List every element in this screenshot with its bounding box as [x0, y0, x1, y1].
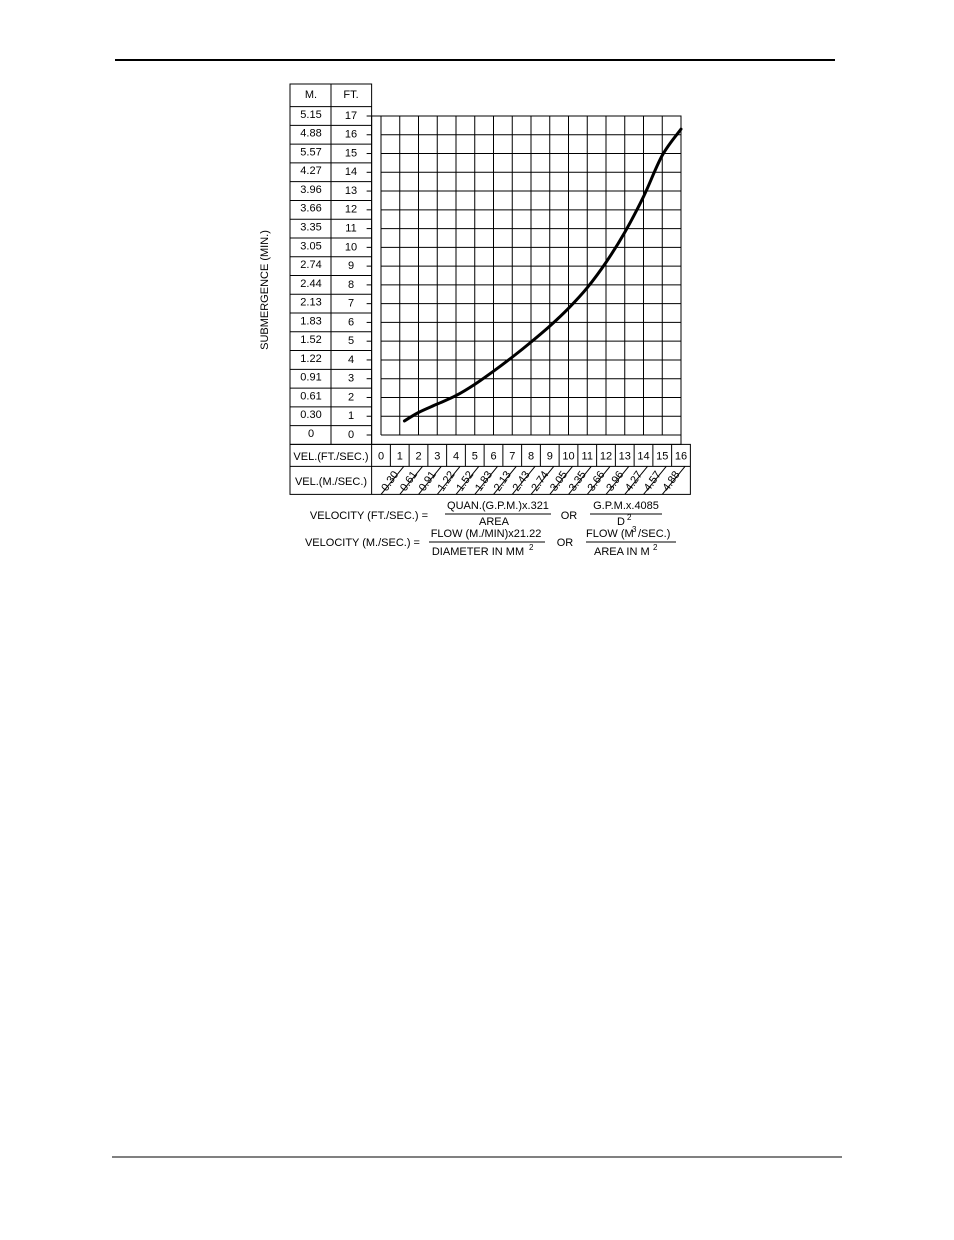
- x-tick-label: 12: [600, 450, 612, 462]
- x-m-diagonal: [511, 466, 536, 495]
- y-tick-label: 3: [348, 373, 354, 385]
- formula-m: VELOCITY (M./SEC.) = FLOW (M./MIN)x21.22…: [305, 525, 676, 558]
- y-axis-label: SUBMERGENCE (MIN.): [259, 230, 271, 350]
- x-m-diagonal: [586, 466, 611, 495]
- x-m-diagonal: [530, 466, 555, 495]
- formula-or: OR: [561, 510, 578, 522]
- m-label: 1.22: [300, 353, 321, 365]
- m-label: 3.05: [300, 240, 321, 252]
- y-tick-label: 5: [348, 335, 354, 347]
- formula-superscript: 2: [529, 543, 534, 552]
- y-tick-label: 10: [345, 241, 357, 253]
- x-m-diagonal: [493, 466, 517, 495]
- formula-numerator: QUAN.(G.P.M.)x.321: [447, 500, 549, 512]
- x-m-diagonal: [418, 466, 442, 495]
- formula-numerator: G.P.M.x.4085: [593, 500, 659, 512]
- formula-denominator: AREA IN M: [594, 546, 650, 558]
- x-tick-label: 14: [637, 450, 649, 462]
- x-tick-label: 6: [490, 450, 496, 462]
- x-tick-label: 4: [453, 450, 459, 462]
- m-label: 2.74: [300, 259, 321, 271]
- x-m-diagonal: [643, 466, 667, 495]
- y-tick-label: 11: [345, 222, 356, 234]
- formula-or: OR: [557, 537, 574, 549]
- m-label: 0: [308, 428, 314, 440]
- y-tick-label: 6: [348, 316, 354, 328]
- y-tick-label: 13: [345, 185, 357, 197]
- x-tick-label: 8: [528, 450, 534, 462]
- x-m-diagonal: [568, 466, 592, 495]
- y-tick-label: 2: [348, 391, 354, 403]
- m-label: 0.30: [300, 409, 321, 421]
- x-m-diagonal: [624, 466, 648, 495]
- x-m-diagonal: [661, 466, 686, 495]
- y-tick-label: 7: [348, 298, 354, 310]
- m-label: 0.91: [300, 372, 321, 384]
- y-tick-label: 12: [345, 204, 357, 216]
- formula-numerator: FLOW (M: [586, 528, 634, 540]
- m-label: 5.57: [300, 146, 321, 158]
- x-tick-label: 2: [415, 450, 421, 462]
- x-tick-label: 3: [434, 450, 440, 462]
- x-tick-label: 1: [397, 450, 403, 462]
- x-m-diagonal: [455, 466, 480, 495]
- x-tick-label: 7: [509, 450, 515, 462]
- y-tick-label: 4: [348, 354, 354, 366]
- x-m-diagonal: [436, 466, 461, 495]
- y-tick-label: 8: [348, 279, 354, 291]
- m-label: 1.52: [300, 334, 321, 346]
- x-m-diagonal: [399, 466, 423, 495]
- m-label: 0.61: [300, 390, 321, 402]
- x-m-diagonal: [549, 466, 573, 495]
- x-table-border: [289, 443, 691, 495]
- formula-numerator: FLOW (M./MIN)x21.22: [431, 528, 542, 540]
- x-tick-label: 11: [582, 450, 593, 462]
- ft-header: FT.: [343, 89, 358, 101]
- x-tick-label: 15: [656, 450, 668, 462]
- x-m-label: VEL.(M./SEC.): [295, 476, 367, 488]
- m-label: 3.96: [300, 184, 321, 196]
- x-tick-label: 5: [472, 450, 478, 462]
- y-tick-label: 9: [348, 260, 354, 272]
- formula-numerator: /SEC.): [638, 528, 670, 540]
- m-label: 2.13: [300, 297, 321, 309]
- y-tick-label: 15: [345, 147, 357, 159]
- x-m-diagonal: [380, 466, 405, 495]
- y-tick-label: 14: [345, 166, 357, 178]
- x-tick-label: 9: [547, 450, 553, 462]
- m-header: M.: [305, 89, 317, 101]
- formula-ft: VELOCITY (FT./SEC.) = QUAN.(G.P.M.)x.321…: [310, 500, 662, 528]
- formula-superscript: 3: [632, 525, 637, 534]
- x-m-diagonal: [474, 466, 498, 495]
- m-label: 5.15: [300, 109, 321, 121]
- m-label: 4.27: [300, 165, 321, 177]
- formula-lhs: VELOCITY (M./SEC.) =: [305, 537, 420, 549]
- formula-denominator: D: [617, 516, 625, 528]
- x-tick-label: 0: [378, 450, 384, 462]
- curve: [402, 127, 683, 423]
- y-tick-label: 1: [348, 410, 354, 422]
- formula-superscript: 2: [627, 513, 632, 522]
- m-label: 3.66: [300, 203, 321, 215]
- y-tick-label: 17: [345, 110, 357, 122]
- m-label: 4.88: [300, 128, 321, 140]
- m-label: 1.83: [300, 315, 321, 327]
- y-tick-label: 0: [348, 429, 354, 441]
- x-tick-label: 13: [619, 450, 631, 462]
- x-tick-label: 10: [562, 450, 574, 462]
- formula-lhs: VELOCITY (FT./SEC.) =: [310, 510, 428, 522]
- x-ft-label: VEL.(FT./SEC.): [293, 451, 368, 463]
- formula-superscript: 2: [653, 543, 658, 552]
- m-label: 2.44: [300, 278, 321, 290]
- formula-denominator: AREA: [479, 516, 510, 528]
- x-m-diagonal: [605, 466, 630, 495]
- x-tick-label: 16: [675, 450, 687, 462]
- m-label: 3.35: [300, 221, 321, 233]
- y-tick-label: 16: [345, 129, 357, 141]
- formula-denominator: DIAMETER IN MM: [432, 546, 524, 558]
